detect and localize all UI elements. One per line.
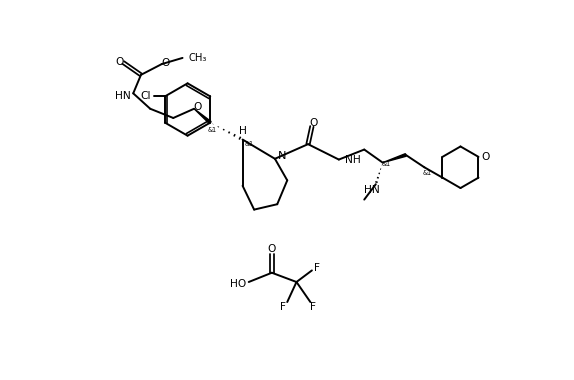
- Text: O: O: [267, 244, 276, 254]
- Text: HN: HN: [364, 185, 380, 195]
- Polygon shape: [383, 154, 406, 163]
- Text: &1: &1: [382, 161, 391, 167]
- Text: F: F: [313, 263, 320, 273]
- Text: CH₃: CH₃: [189, 53, 207, 63]
- Text: O: O: [161, 58, 170, 68]
- Text: F: F: [311, 302, 316, 312]
- Text: &1: &1: [423, 169, 432, 176]
- Polygon shape: [194, 109, 211, 124]
- Text: O: O: [115, 57, 123, 67]
- Text: &1: &1: [207, 127, 216, 133]
- Text: &1: &1: [244, 141, 253, 147]
- Text: NH: NH: [345, 155, 360, 165]
- Text: Cl: Cl: [141, 92, 151, 101]
- Text: HN: HN: [115, 91, 130, 101]
- Text: H: H: [239, 126, 247, 136]
- Text: O: O: [481, 152, 490, 162]
- Text: O: O: [309, 117, 317, 128]
- Text: HO: HO: [230, 279, 246, 288]
- Text: N: N: [278, 151, 286, 161]
- Text: F: F: [280, 302, 286, 312]
- Text: O: O: [194, 102, 202, 112]
